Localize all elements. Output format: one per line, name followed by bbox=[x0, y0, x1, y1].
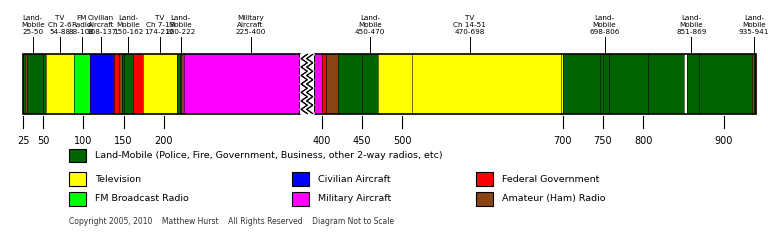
Text: 900: 900 bbox=[714, 136, 733, 146]
Bar bbox=[609, 54, 648, 114]
Text: 200: 200 bbox=[154, 136, 173, 146]
Text: Civilian
Aircraft
108-137: Civilian Aircraft 108-137 bbox=[86, 15, 116, 35]
Text: Land-
Mobile
698-806: Land- Mobile 698-806 bbox=[589, 15, 620, 35]
Text: Land-
Mobile
851-869: Land- Mobile 851-869 bbox=[676, 15, 707, 35]
Text: 25: 25 bbox=[17, 136, 29, 146]
Bar bbox=[300, 54, 313, 114]
Bar bbox=[23, 54, 25, 114]
Bar bbox=[74, 54, 90, 114]
Text: 50: 50 bbox=[37, 136, 49, 146]
Bar bbox=[648, 54, 684, 114]
Bar bbox=[69, 149, 86, 163]
Text: Military
Aircraft
225-400: Military Aircraft 225-400 bbox=[235, 15, 266, 35]
Text: Copyright 2005, 2010    Matthew Hurst    All Rights Reserved    Diagram Not to S: Copyright 2005, 2010 Matthew Hurst All R… bbox=[69, 217, 394, 226]
Text: Land-
Mobile
150-162: Land- Mobile 150-162 bbox=[113, 15, 144, 35]
Bar bbox=[608, 54, 609, 114]
Bar bbox=[43, 54, 46, 114]
Bar bbox=[122, 54, 124, 114]
Bar bbox=[181, 54, 184, 114]
Text: FM
Radio
88-108: FM Radio 88-108 bbox=[69, 15, 94, 35]
Bar bbox=[46, 54, 74, 114]
Bar bbox=[114, 54, 119, 114]
Bar bbox=[699, 54, 752, 114]
Text: 450: 450 bbox=[353, 136, 371, 146]
Bar bbox=[563, 54, 600, 114]
Text: TV
Ch 14-51
470-698: TV Ch 14-51 470-698 bbox=[453, 15, 486, 35]
Text: Land-
Mobile
220-222: Land- Mobile 220-222 bbox=[165, 15, 196, 35]
Bar bbox=[412, 54, 561, 114]
Bar bbox=[313, 54, 756, 114]
Text: Civilian Aircraft: Civilian Aircraft bbox=[318, 175, 391, 184]
Bar bbox=[113, 54, 114, 114]
Text: Military Aircraft: Military Aircraft bbox=[318, 194, 391, 203]
Bar bbox=[292, 172, 309, 186]
Bar bbox=[600, 54, 603, 114]
Bar bbox=[338, 54, 362, 114]
Text: Television: Television bbox=[95, 175, 141, 184]
Bar bbox=[476, 172, 493, 186]
Text: 700: 700 bbox=[554, 136, 572, 146]
Text: 750: 750 bbox=[594, 136, 612, 146]
Bar bbox=[326, 54, 338, 114]
Text: FM Broadcast Radio: FM Broadcast Radio bbox=[95, 194, 189, 203]
Bar bbox=[133, 54, 143, 114]
Text: 100: 100 bbox=[74, 136, 92, 146]
Bar bbox=[754, 54, 756, 114]
Bar bbox=[177, 54, 180, 114]
Text: 800: 800 bbox=[634, 136, 652, 146]
Bar bbox=[143, 54, 177, 114]
Bar bbox=[362, 54, 378, 114]
Bar bbox=[69, 172, 86, 186]
Bar bbox=[23, 54, 300, 114]
Bar bbox=[684, 54, 687, 114]
Text: Land-
Mobile
450-470: Land- Mobile 450-470 bbox=[355, 15, 385, 35]
Text: 150: 150 bbox=[114, 136, 133, 146]
Text: 400: 400 bbox=[313, 136, 331, 146]
Bar bbox=[561, 54, 563, 114]
Bar bbox=[752, 54, 754, 114]
Bar bbox=[184, 54, 300, 114]
Text: 500: 500 bbox=[392, 136, 411, 146]
Text: Land-
Mobile
935-941: Land- Mobile 935-941 bbox=[739, 15, 768, 35]
Text: Land-Mobile (Police, Fire, Government, Business, other 2-way radios, etc): Land-Mobile (Police, Fire, Government, B… bbox=[95, 151, 443, 160]
Text: Federal Government: Federal Government bbox=[502, 175, 600, 184]
Bar bbox=[69, 192, 86, 206]
Text: Amateur (Ham) Radio: Amateur (Ham) Radio bbox=[502, 194, 606, 203]
Text: TV
Ch 2-6
54-88: TV Ch 2-6 54-88 bbox=[48, 15, 72, 35]
Bar bbox=[90, 54, 113, 114]
Bar bbox=[476, 192, 493, 206]
Bar bbox=[25, 54, 27, 114]
Bar bbox=[313, 54, 322, 114]
Bar bbox=[124, 54, 133, 114]
Text: Land-
Mobile
25-50: Land- Mobile 25-50 bbox=[21, 15, 45, 35]
Bar bbox=[603, 54, 608, 114]
Bar bbox=[119, 54, 122, 114]
Bar bbox=[378, 54, 412, 114]
Bar bbox=[27, 54, 43, 114]
Bar bbox=[687, 54, 699, 114]
Bar bbox=[292, 192, 309, 206]
Text: TV
Ch 7-13
174-216: TV Ch 7-13 174-216 bbox=[144, 15, 175, 35]
Bar bbox=[180, 54, 181, 114]
Bar bbox=[322, 54, 326, 114]
